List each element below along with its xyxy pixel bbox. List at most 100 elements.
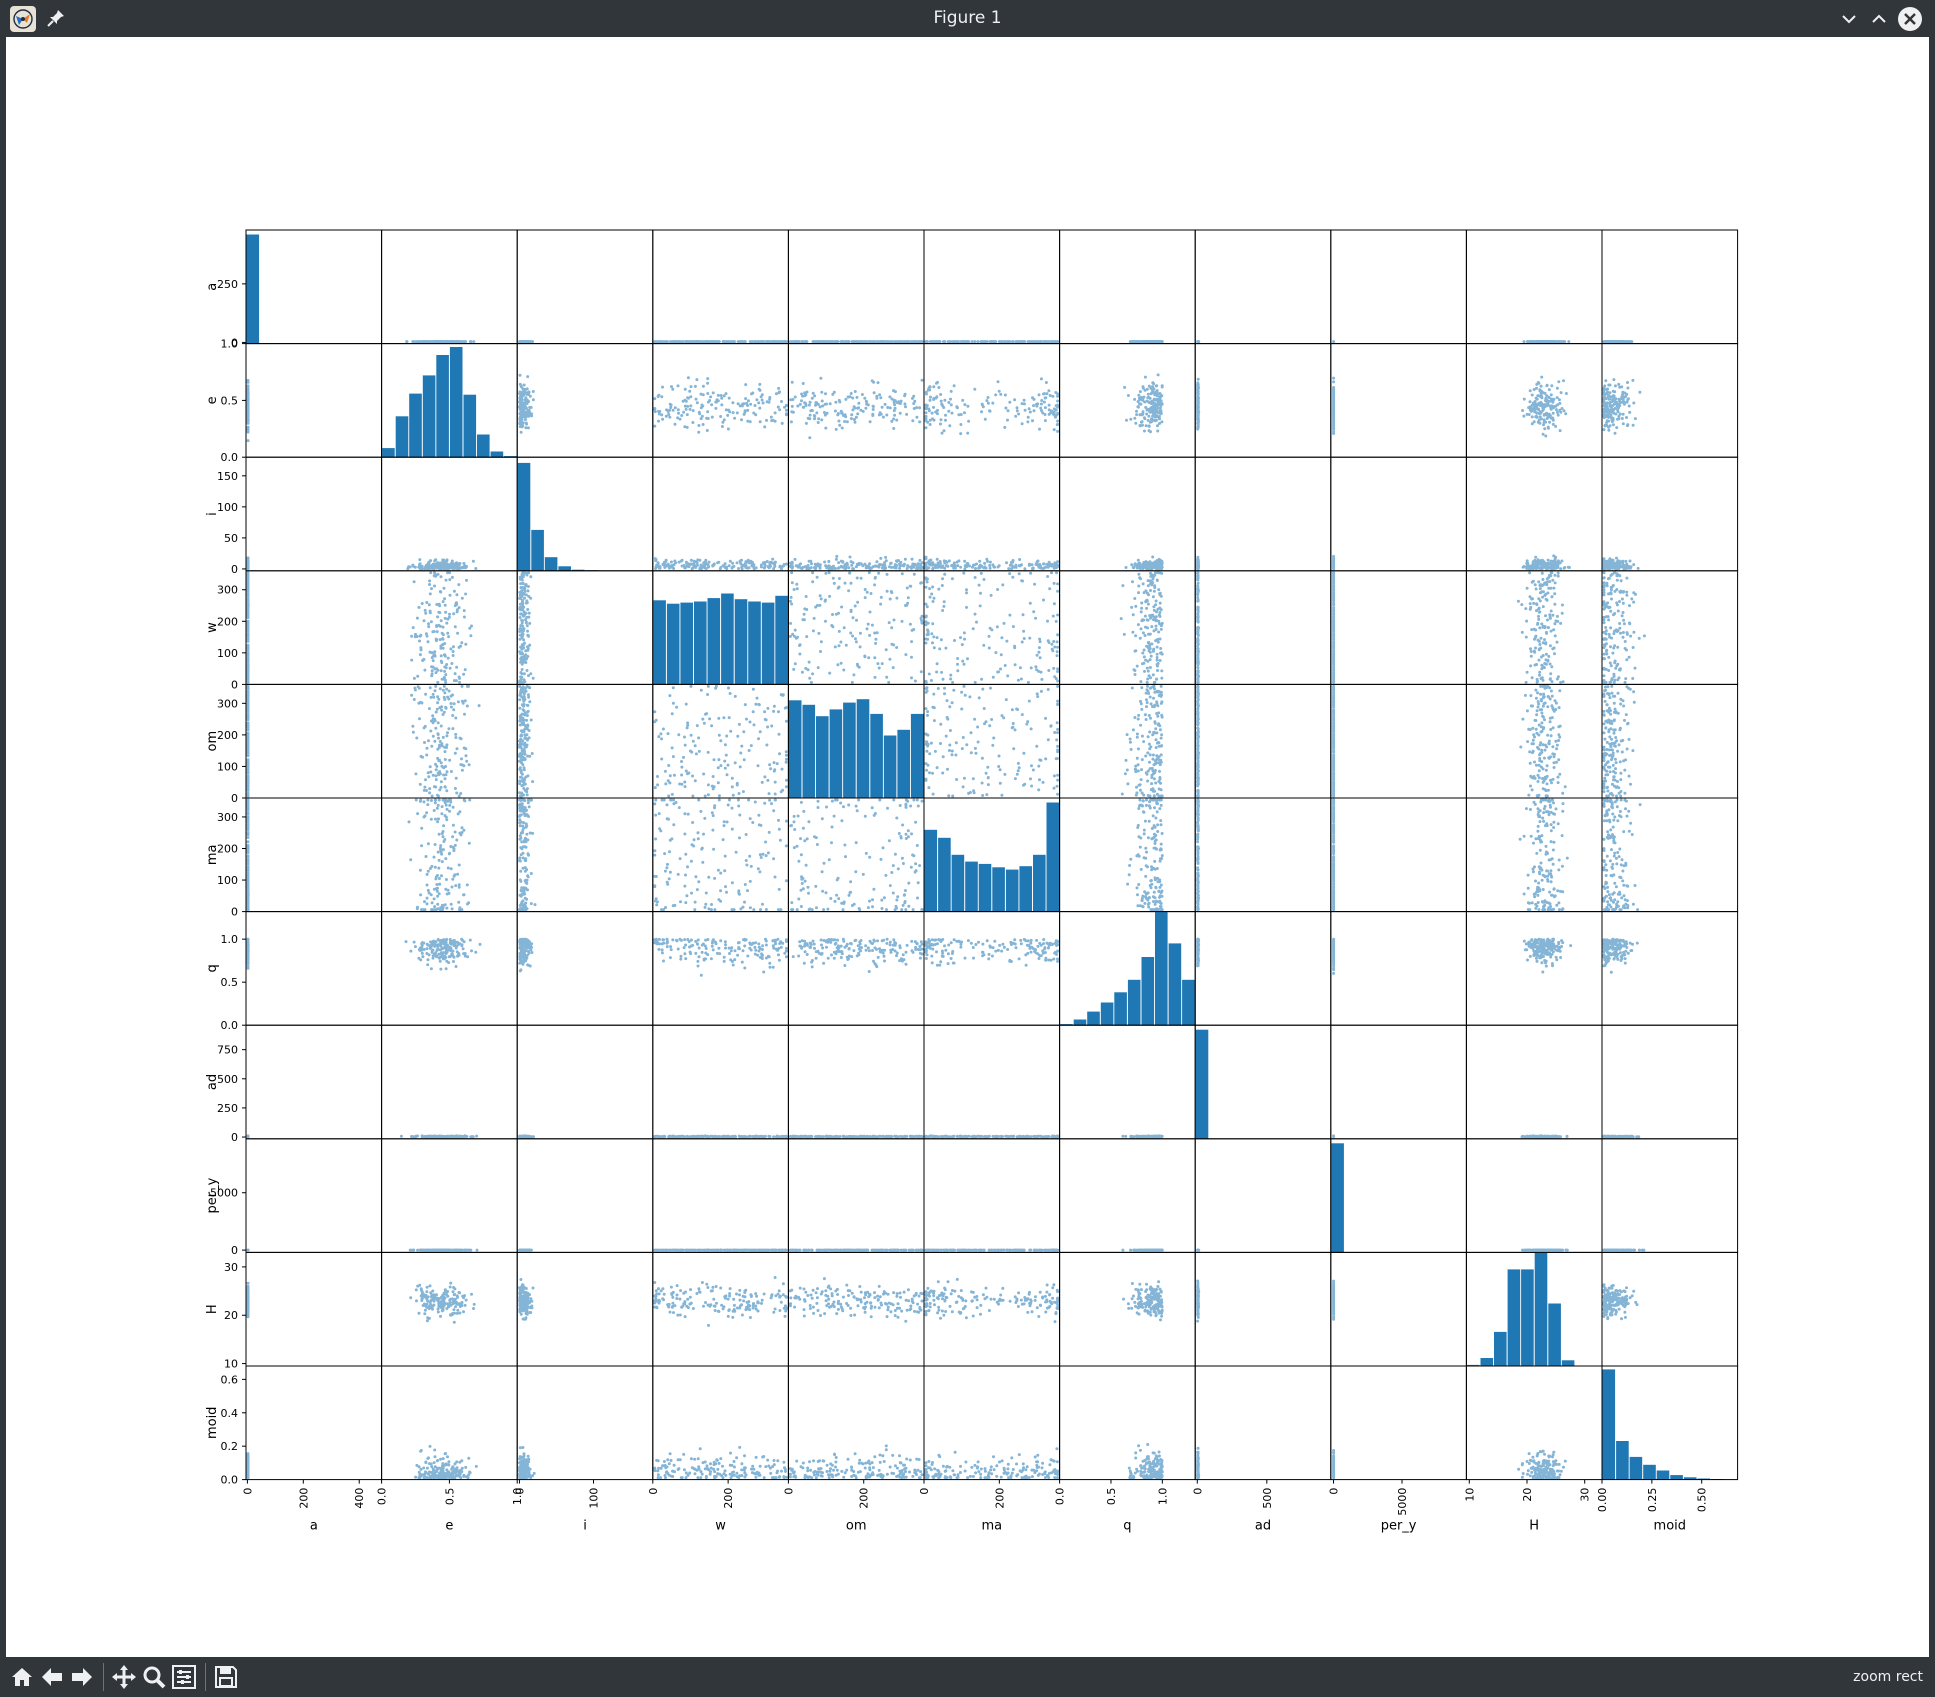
pin-icon[interactable]: [46, 8, 66, 28]
subplot-frame: [1330, 1365, 1467, 1481]
subplot-frame: [245, 911, 383, 1026]
subplot-e-vs-om: [787, 343, 925, 458]
subplot-a-vs-ma: [923, 229, 1061, 345]
subplot-i-vs-H: [1465, 456, 1603, 572]
histogram-bar: [1656, 1470, 1670, 1480]
histogram-bar: [992, 867, 1005, 912]
histogram-bar: [531, 529, 544, 571]
x-axis-label: ma: [981, 1519, 1002, 1534]
x-tick-label: 0.00: [1596, 1488, 1609, 1513]
y-tick-label: 200: [217, 842, 238, 855]
subplot-grid: [245, 229, 1739, 1481]
x-tick-label: 0: [647, 1488, 660, 1495]
scatter-points: [653, 376, 788, 434]
subplot-frame: [652, 1024, 789, 1140]
subplot-ad-vs-per_y: [1330, 1024, 1467, 1140]
subplot-q-vs-moid: [1601, 911, 1739, 1026]
scatter-points: [1196, 1279, 1201, 1323]
zoom-icon[interactable]: [140, 1663, 168, 1691]
subplot-e-vs-a: [245, 343, 383, 458]
y-axis-label: a: [205, 283, 220, 291]
y-axis-label: i: [205, 512, 220, 516]
x-tick-label: 0.5: [443, 1488, 456, 1506]
y-tick-label: 300: [217, 811, 238, 824]
subplot-ad-vs-w: [652, 1024, 789, 1140]
subplot-a-vs-moid: [1601, 229, 1739, 345]
scatter-points: [1602, 556, 1640, 571]
subplot-frame: [1465, 1251, 1603, 1367]
subplot-e-vs-i: [516, 343, 654, 458]
y-tick-label: 0.5: [221, 394, 239, 407]
scatter-points: [414, 1444, 478, 1480]
pan-icon[interactable]: [110, 1663, 138, 1691]
histogram-bar: [1073, 1019, 1087, 1026]
subplot-frame: [652, 1251, 789, 1367]
subplot-ad-vs-H: [1465, 1024, 1603, 1140]
histogram-bar: [680, 602, 693, 685]
subplot-e-vs-w: [652, 343, 789, 458]
x-tick-label: 0: [1328, 1488, 1341, 1495]
scatter-points: [653, 937, 788, 977]
subplot-frame: [1330, 1251, 1467, 1367]
x-tick-label: 200: [722, 1488, 735, 1509]
scatter-matrix[interactable]: 0250a0.00.51.0e050100150i0100200300w0100…: [6, 37, 1929, 1657]
subplot-frame: [381, 456, 518, 572]
maximize-button[interactable]: [1868, 8, 1890, 30]
x-tick-label: 20: [1521, 1488, 1534, 1502]
scatter-points: [409, 1281, 476, 1324]
subplot-frame: [381, 229, 518, 345]
subplot-frame: [1601, 1024, 1739, 1140]
subplot-per_y-vs-per_y: [1330, 1138, 1467, 1253]
subplot-frame: [923, 1138, 1061, 1253]
subplot-ad-vs-i: [516, 1024, 654, 1140]
subplot-e-vs-q: [1059, 343, 1196, 458]
subplot-w-vs-i: [516, 570, 654, 685]
minimize-button[interactable]: [1838, 8, 1860, 30]
histogram-bar: [883, 735, 897, 798]
back-icon[interactable]: [38, 1663, 66, 1691]
subplot-ma-vs-e: [381, 797, 518, 913]
subplot-frame: [516, 1365, 654, 1481]
subplot-frame: [652, 911, 789, 1026]
y-tick-label: 0: [231, 1131, 238, 1144]
close-button[interactable]: [1898, 7, 1922, 31]
x-tick-label: 0.0: [376, 1488, 389, 1506]
subplot-ma-vs-om: [787, 797, 925, 913]
y-tick-label: 5000: [210, 1187, 238, 1200]
scatter-points: [653, 1445, 788, 1480]
forward-icon[interactable]: [68, 1663, 96, 1691]
x-axis-label: ad: [1255, 1519, 1271, 1534]
subplot-H-vs-w: [652, 1251, 789, 1367]
y-tick-label: 0: [231, 906, 238, 919]
y-tick-label: 200: [217, 615, 238, 628]
y-axis-label: moid: [205, 1407, 220, 1439]
subplot-frame: [1601, 570, 1739, 685]
subplot-frame: [1601, 229, 1739, 345]
subplot-w-vs-per_y: [1330, 570, 1467, 685]
subplot-a-vs-e: [381, 229, 518, 345]
subplot-H-vs-ma: [923, 1251, 1061, 1367]
subplot-moid-vs-ad: [1194, 1365, 1332, 1481]
save-icon[interactable]: [212, 1663, 240, 1691]
subplot-om-vs-H: [1465, 683, 1603, 799]
x-tick-label: 100: [588, 1488, 601, 1509]
subplot-i-vs-e: [381, 456, 518, 572]
subplot-ma-vs-per_y: [1330, 797, 1467, 913]
subplot-moid-vs-ma: [923, 1365, 1061, 1481]
histogram-bar: [978, 863, 992, 912]
subplot-om-vs-a: [245, 683, 383, 799]
subplot-ma-vs-ma: [923, 797, 1061, 913]
configure-subplots-icon[interactable]: [170, 1663, 198, 1691]
home-icon[interactable]: [8, 1663, 36, 1691]
scatter-points: [410, 571, 474, 684]
figure-canvas[interactable]: 0 250 a 0.0 0.5 1.0 e 0 50 100 150 i 0 100 200 300 w 0 100…: [6, 37, 1929, 1657]
y-axis-label: e: [205, 396, 220, 404]
scatter-points: [410, 684, 481, 798]
subplot-moid-vs-om: [787, 1365, 925, 1481]
histogram-bar: [1019, 866, 1032, 912]
x-tick-label: 0: [241, 1488, 254, 1495]
scatter-points: [517, 373, 535, 434]
window-title: Figure 1: [933, 8, 1002, 28]
subplot-ma-vs-H: [1465, 797, 1603, 913]
subplot-frame: [787, 1138, 925, 1253]
